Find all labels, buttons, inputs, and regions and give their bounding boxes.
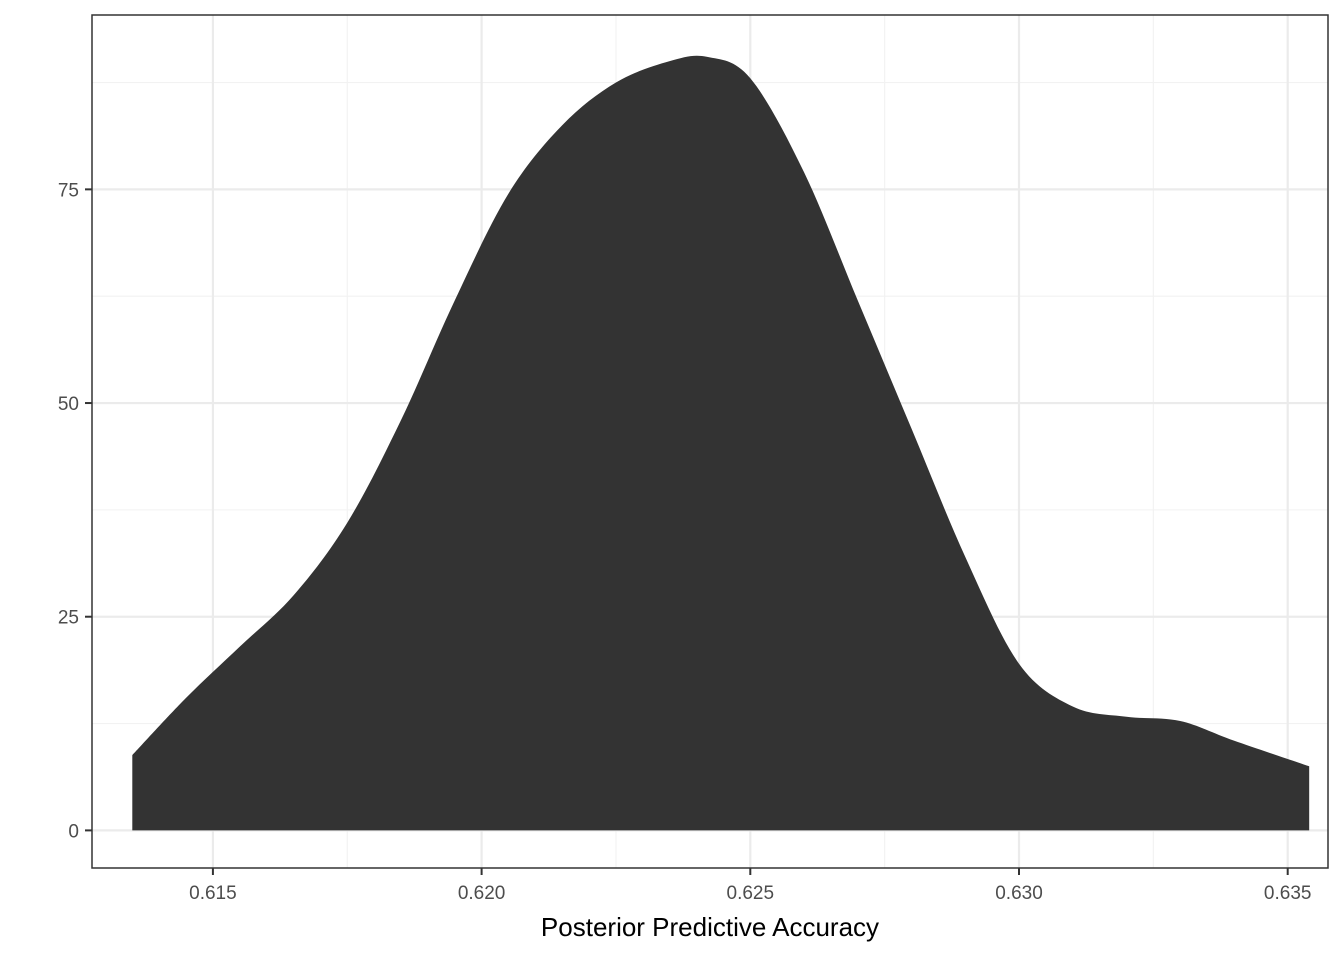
plot-panel-border <box>91 14 1329 869</box>
y-axis: 0 25 50 75 <box>58 180 92 842</box>
y-tick-label: 0 <box>68 821 79 842</box>
x-axis: 0.615 0.620 0.625 0.630 0.635 <box>189 868 1311 904</box>
x-axis-title: Posterior Predictive Accuracy <box>541 912 879 942</box>
x-tick-label: 0.620 <box>458 883 506 904</box>
x-tick-label: 0.625 <box>727 883 775 904</box>
x-tick-label: 0.635 <box>1264 883 1312 904</box>
x-tick-label: 0.615 <box>189 883 237 904</box>
y-tick-label: 25 <box>58 608 79 629</box>
y-tick-label: 75 <box>58 180 79 201</box>
x-tick-label: 0.630 <box>995 883 1043 904</box>
density-area <box>132 55 1310 831</box>
y-tick-label: 50 <box>58 394 79 415</box>
